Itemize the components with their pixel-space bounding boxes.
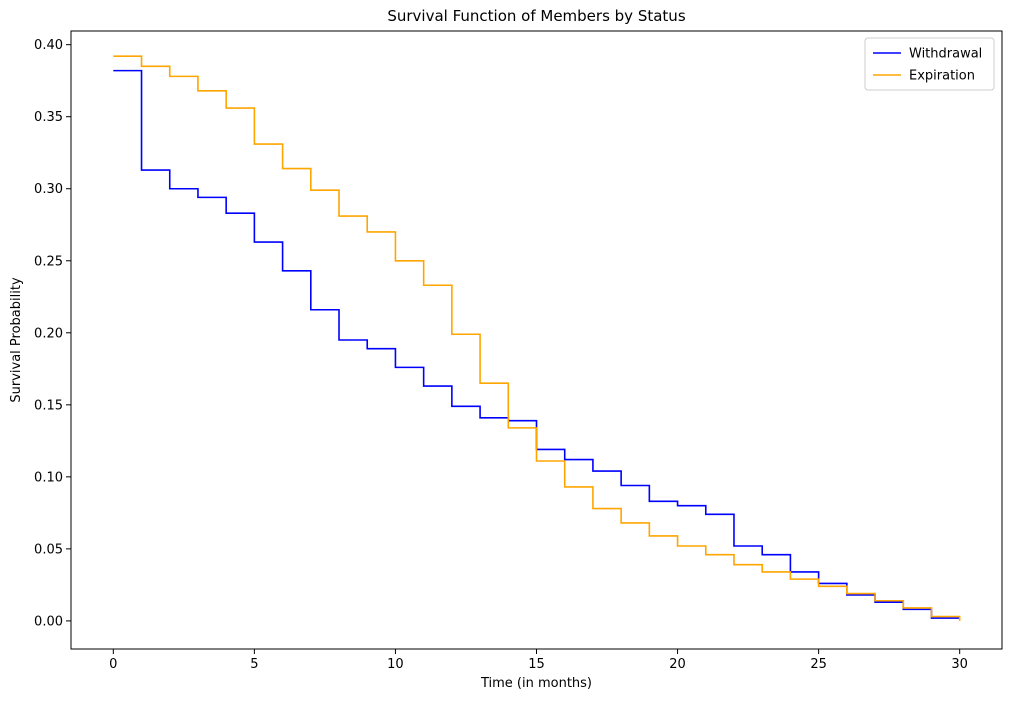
y-tick-label: 0.35 <box>34 110 63 125</box>
series-line <box>113 56 959 621</box>
y-axis: 0.00 0.05 0.10 0.15 0.20 0.25 0.30 0.35 0.40 <box>34 38 71 629</box>
x-tick-label: 25 <box>810 657 827 672</box>
y-tick-label: 0.40 <box>34 38 63 53</box>
legend-label: Expiration <box>909 69 975 84</box>
series-expiration <box>113 56 959 621</box>
y-tick-label: 0.10 <box>34 470 63 485</box>
y-tick-label: 0.05 <box>34 542 63 557</box>
x-axis-label: Time (in months) <box>480 676 592 691</box>
series-line <box>113 71 959 618</box>
x-tick-label: 5 <box>250 657 258 672</box>
series-layer <box>113 56 959 621</box>
legend: Withdrawal Expiration <box>865 38 994 90</box>
y-tick-label: 0.30 <box>34 182 63 197</box>
legend-label: Withdrawal <box>909 47 982 62</box>
y-tick-label: 0.20 <box>34 326 63 341</box>
x-tick-label: 20 <box>669 657 686 672</box>
chart-title: Survival Function of Members by Status <box>387 7 685 25</box>
x-tick-label: 15 <box>528 657 545 672</box>
y-axis-label: Survival Probability <box>9 277 24 403</box>
series-withdrawal <box>113 71 959 618</box>
x-tick-label: 0 <box>109 657 117 672</box>
y-tick-label: 0.25 <box>34 254 63 269</box>
y-tick-label: 0.00 <box>34 614 63 629</box>
y-tick-label: 0.15 <box>34 398 63 413</box>
x-tick-label: 10 <box>387 657 404 672</box>
x-tick-label: 30 <box>951 657 968 672</box>
plot-frame <box>71 31 1002 649</box>
x-axis: 0 5 10 15 20 25 30 <box>109 649 968 672</box>
